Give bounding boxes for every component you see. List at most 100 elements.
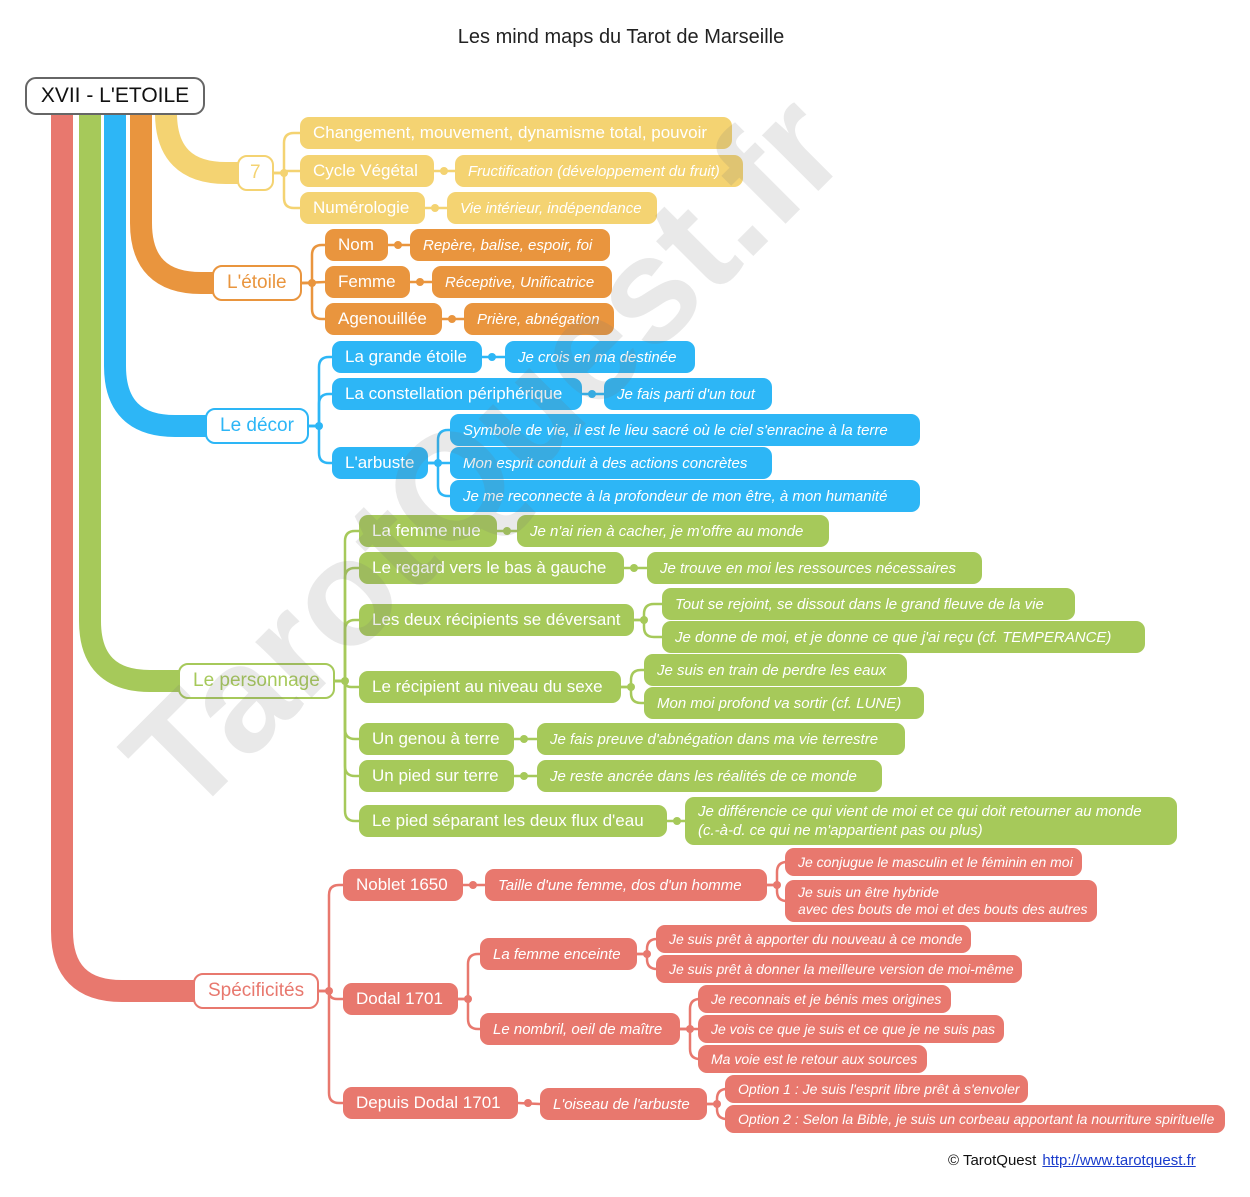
junction-dot [520, 772, 528, 780]
node-note[interactable]: Je fais preuve d'abnégation dans ma vie … [537, 723, 905, 755]
node-genou[interactable]: Un genou à terre [359, 723, 514, 755]
connector [426, 461, 452, 498]
connector [307, 355, 334, 428]
junction-dot [630, 564, 638, 572]
node-nombril[interactable]: Le nombril, oeil de maître [480, 1013, 680, 1045]
node-note[interactable]: Je suis prêt à donner la meilleure versi… [656, 955, 1022, 983]
connector [333, 618, 361, 683]
node-je-crois[interactable]: Je crois en ma destinée [505, 341, 695, 373]
junction-dot [448, 315, 456, 323]
node-agenouillee[interactable]: Agenouillée [325, 303, 442, 335]
node-7[interactable]: 7 [237, 155, 274, 191]
node-noblet[interactable]: Noblet 1650 [343, 869, 463, 901]
node-note[interactable]: Ma voie est le retour aux sources [698, 1045, 927, 1073]
node-pied-separant[interactable]: Le pied séparant les deux flux d'eau [359, 805, 667, 837]
connector [307, 392, 334, 428]
trunk-branch [130, 101, 223, 294]
node-grande-etoile[interactable]: La grande étoile [332, 341, 482, 373]
node-note[interactable]: Je n'ai rien à cacher, je m'offre au mon… [517, 515, 829, 547]
node-vie-interieur[interactable]: Vie intérieur, indépendance [447, 192, 657, 224]
junction-dot [673, 817, 681, 825]
junction-dot [773, 881, 781, 889]
node-repere[interactable]: Repère, balise, espoir, foi [410, 229, 610, 261]
node-dodal[interactable]: Dodal 1701 [343, 983, 458, 1015]
node-note[interactable]: Tout se rejoint, se dissout dans le gran… [662, 588, 1075, 620]
node-depuis-dodal[interactable]: Depuis Dodal 1701 [343, 1087, 518, 1119]
page-title: Les mind maps du Tarot de Marseille [457, 26, 785, 48]
junction-dot [643, 950, 651, 958]
node-le-decor[interactable]: Le décor [205, 408, 309, 444]
junction-dot [431, 204, 439, 212]
node-femme[interactable]: Femme [325, 266, 410, 298]
connector [333, 679, 361, 823]
node-cycle-vegetal[interactable]: Cycle Végétal [300, 155, 434, 187]
node-letoile[interactable]: L'étoile [212, 265, 302, 301]
node-je-me-reconnecte[interactable]: Je me reconnecte à la profondeur de mon … [450, 480, 920, 512]
node-note[interactable]: Option 1 : Je suis l'esprit libre prêt à… [725, 1075, 1028, 1103]
node-arbuste[interactable]: L'arbuste [332, 447, 428, 479]
node-je-fais-parti[interactable]: Je fais parti d'un tout [604, 378, 772, 410]
connector [300, 243, 327, 285]
connector [333, 566, 361, 683]
junction-dot [686, 1025, 694, 1033]
node-note[interactable]: Je reconnais et je bénis mes origines [698, 985, 951, 1013]
node-note[interactable]: Je reste ancrée dans les réalités de ce … [537, 760, 882, 792]
junction-dot [640, 616, 648, 624]
node-regard[interactable]: Le regard vers le bas à gauche [359, 552, 624, 584]
connector [272, 171, 302, 210]
trunk-branch [155, 101, 248, 184]
footer: © TarotQuest http://www.tarotquest.fr [948, 1152, 1196, 1169]
node-oiseau[interactable]: L'oiseau de l'arbuste [540, 1088, 707, 1120]
node-pied[interactable]: Un pied sur terre [359, 760, 514, 792]
node-specificites[interactable]: Spécificités [193, 973, 320, 1009]
copyright: © TarotQuest [948, 1152, 1037, 1169]
junction-dot [503, 527, 511, 535]
junction-dot [524, 1099, 532, 1107]
node-note[interactable]: Je différencie ce qui vient de moi et ce… [685, 797, 1177, 845]
node-recipient-sexe[interactable]: Le récipient au niveau du sexe [359, 671, 621, 703]
junction-dot [627, 683, 635, 691]
node-nom[interactable]: Nom [325, 229, 388, 261]
junction-dot [713, 1100, 721, 1108]
node-receptive[interactable]: Réceptive, Unificatrice [432, 266, 612, 298]
node-symbole-de-vie[interactable]: Symbole de vie, il est le lieu sacré où … [450, 414, 920, 446]
node-priere[interactable]: Prière, abnégation [464, 303, 614, 335]
connector [272, 131, 302, 175]
connector [678, 997, 701, 1031]
junction-dot [434, 459, 442, 467]
node-fructification[interactable]: Fructification (développement du fruit) [455, 155, 743, 187]
junction-dot [416, 278, 424, 286]
node-note[interactable]: Je donne de moi, et je donne ce que j'ai… [662, 621, 1145, 653]
junction-dot [308, 279, 316, 287]
website-link[interactable]: http://www.tarotquest.fr [1042, 1152, 1196, 1169]
node-numerologie[interactable]: Numérologie [300, 192, 425, 224]
node-note[interactable]: Mon moi profond va sortir (cf. LUNE) [644, 687, 924, 719]
node-note[interactable]: Option 2 : Selon la Bible, je suis un co… [725, 1105, 1225, 1133]
connector [678, 1027, 701, 1061]
note-line: (c.-à-d. ce qui ne m'appartient pas ou p… [698, 822, 983, 839]
node-changement[interactable]: Changement, mouvement, dynamisme total, … [300, 117, 732, 149]
connector [307, 424, 334, 465]
node-deux-recipients[interactable]: Les deux récipients se déversant [359, 604, 634, 636]
node-note[interactable]: Je vois ce que je suis et ce que je ne s… [698, 1015, 1004, 1043]
node-note[interactable]: Je suis en train de perdre les eaux [644, 654, 907, 686]
node-constellation[interactable]: La constellation périphérique [332, 378, 582, 410]
root-node[interactable]: XVII - L'ETOILE [25, 77, 205, 115]
node-femme-nue[interactable]: La femme nue [359, 515, 497, 547]
node-mon-esprit[interactable]: Mon esprit conduit à des actions concrèt… [450, 447, 772, 479]
junction-dot [469, 881, 477, 889]
node-note[interactable]: Je conjugue le masculin et le féminin en… [785, 848, 1082, 876]
connector [333, 679, 361, 741]
node-taille[interactable]: Taille d'une femme, dos d'un homme [485, 869, 767, 901]
node-femme-enceinte[interactable]: La femme enceinte [480, 938, 637, 970]
node-note[interactable]: Je suis un être hybride avec des bouts d… [785, 880, 1097, 922]
node-note[interactable]: Je suis prêt à apporter du nouveau à ce … [656, 925, 971, 953]
connector [456, 952, 482, 1001]
node-note[interactable]: Je trouve en moi les ressources nécessai… [647, 552, 982, 584]
connector [619, 685, 646, 705]
node-le-personnage[interactable]: Le personnage [178, 663, 335, 699]
junction-dot [440, 167, 448, 175]
junction-dot [325, 987, 333, 995]
